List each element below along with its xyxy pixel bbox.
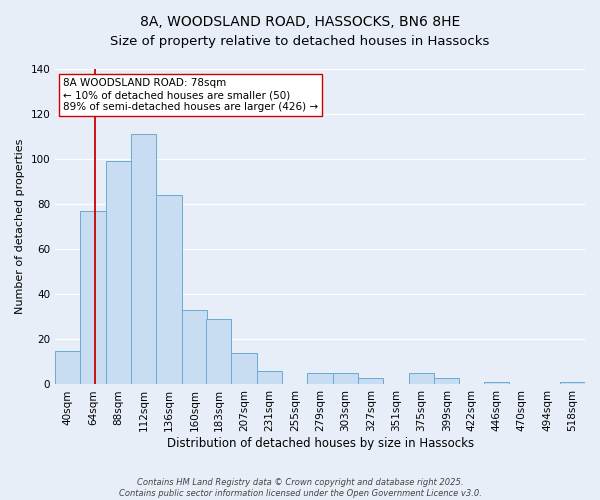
X-axis label: Distribution of detached houses by size in Hassocks: Distribution of detached houses by size … <box>167 437 473 450</box>
Bar <box>409 373 434 384</box>
Bar <box>80 211 106 384</box>
Bar <box>560 382 585 384</box>
Bar <box>257 371 282 384</box>
Bar <box>55 350 80 384</box>
Bar <box>157 195 182 384</box>
Y-axis label: Number of detached properties: Number of detached properties <box>15 139 25 314</box>
Text: Contains HM Land Registry data © Crown copyright and database right 2025.
Contai: Contains HM Land Registry data © Crown c… <box>119 478 481 498</box>
Bar <box>333 373 358 384</box>
Bar <box>434 378 460 384</box>
Bar <box>206 319 232 384</box>
Text: Size of property relative to detached houses in Hassocks: Size of property relative to detached ho… <box>110 35 490 48</box>
Bar <box>484 382 509 384</box>
Bar <box>106 162 131 384</box>
Text: 8A, WOODSLAND ROAD, HASSOCKS, BN6 8HE: 8A, WOODSLAND ROAD, HASSOCKS, BN6 8HE <box>140 15 460 29</box>
Bar <box>182 310 207 384</box>
Bar <box>358 378 383 384</box>
Bar <box>232 353 257 384</box>
Text: 8A WOODSLAND ROAD: 78sqm
← 10% of detached houses are smaller (50)
89% of semi-d: 8A WOODSLAND ROAD: 78sqm ← 10% of detach… <box>63 78 318 112</box>
Bar <box>307 373 333 384</box>
Bar <box>131 134 157 384</box>
